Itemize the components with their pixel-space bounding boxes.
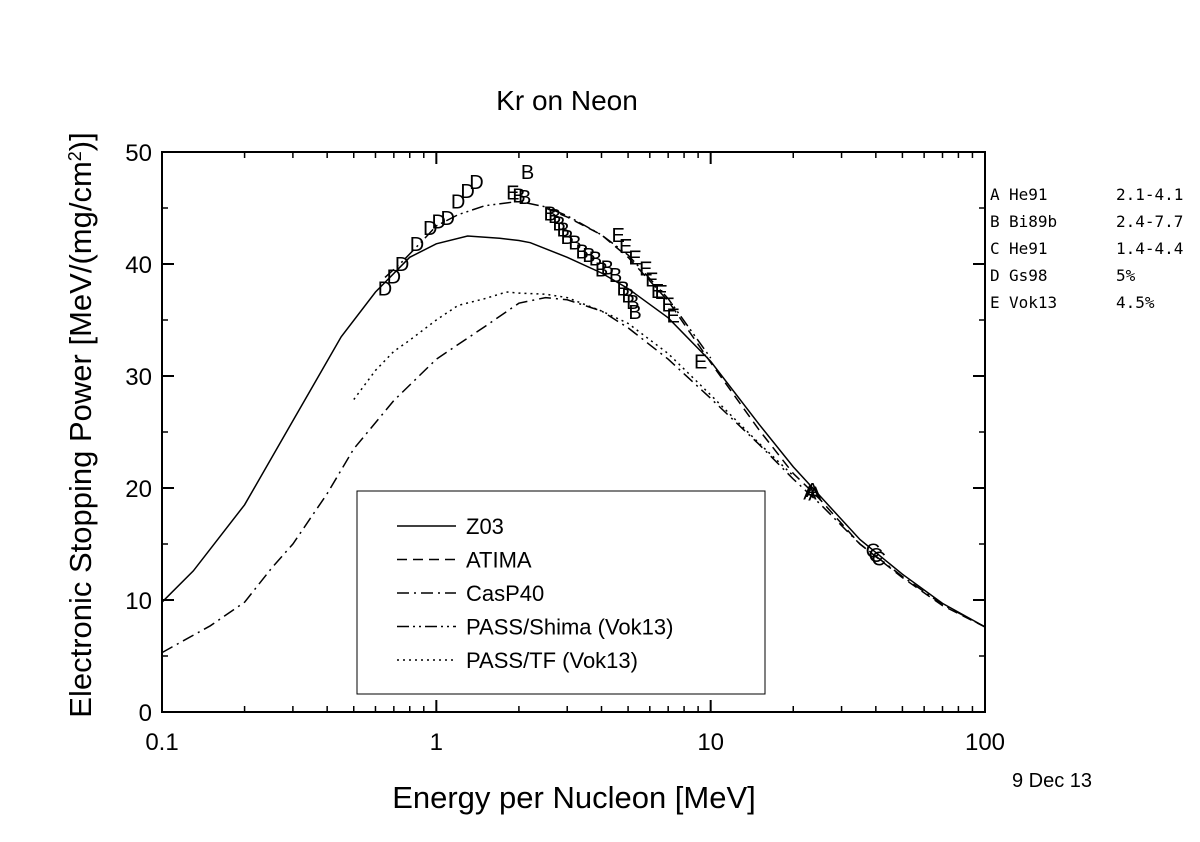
series-lines — [161, 200, 986, 654]
reference-entry-c: C He91 1.4-4.4 — [990, 239, 1183, 258]
legend: Z03 ATIMA CasP40 PASS/Shima (Vok13) PASS/TF … — [356, 490, 766, 695]
legend-label: ATIMA — [466, 548, 532, 573]
data-point-d: D — [423, 218, 437, 240]
data-point-b: B — [589, 248, 602, 270]
tick-labels: 0.1 1 10 100 0 10 20 30 40 50 — [125, 140, 1005, 756]
data-point-e: E — [611, 225, 624, 247]
data-point-e: E — [694, 351, 707, 373]
data-point-e: E — [506, 182, 519, 204]
data-point-b: B — [626, 292, 639, 314]
data-point-b: B — [544, 204, 557, 226]
reference-entry-a: A He91 2.1-4.1 — [990, 185, 1183, 204]
y-tick-label: 50 — [125, 140, 152, 167]
series-line-pass-shima-vok13 — [384, 200, 712, 359]
reference-entry-b: B Bi89b 2.4-7.7 — [990, 212, 1183, 231]
data-point-a: A — [803, 482, 817, 504]
series-line-pass-tf-vok13 — [353, 291, 794, 477]
legend-label: PASS/TF (Vok13) — [466, 648, 638, 673]
date-stamp: 9 Dec 13 — [1012, 770, 1093, 792]
data-point-c: C — [869, 545, 883, 567]
data-point-b: B — [601, 257, 614, 279]
y-tick-label: 30 — [125, 364, 152, 391]
data-point-b: B — [512, 186, 525, 208]
reference-entry-e: E Vok13 4.5% — [990, 293, 1155, 312]
data-point-b: B — [561, 227, 574, 249]
data-point-b: B — [552, 214, 565, 236]
data-point-c: C — [872, 549, 886, 571]
data-point-b: B — [518, 187, 531, 209]
data-point-e: E — [619, 236, 632, 258]
chart-title: Kr on Neon — [496, 85, 638, 116]
data-point-e: E — [639, 258, 652, 280]
data-point-b: B — [582, 245, 595, 267]
y-tick-label: 10 — [125, 588, 152, 615]
data-point-b: B — [617, 279, 630, 301]
y-tick-label: 40 — [125, 252, 152, 279]
x-tick-label: 10 — [697, 729, 724, 756]
y-tick-label: 0 — [139, 700, 152, 727]
data-point-b: B — [521, 162, 534, 184]
legend-label: PASS/Shima (Vok13) — [466, 615, 673, 640]
data-point-a: A — [808, 484, 822, 506]
data-point-d: D — [469, 172, 483, 194]
x-tick-label: 1 — [430, 729, 443, 756]
data-point-d: D — [395, 254, 409, 276]
data-point-d: D — [410, 234, 424, 256]
data-point-b: B — [595, 260, 608, 282]
data-point-e: E — [662, 294, 675, 316]
data-point-b: B — [575, 242, 588, 264]
data-point-b: B — [621, 285, 634, 307]
data-point-c: C — [866, 541, 880, 563]
data-point-b: B — [628, 302, 641, 324]
data-point-d: D — [387, 266, 401, 288]
data-point-e: E — [654, 282, 667, 304]
legend-label: CasP40 — [466, 581, 544, 606]
data-point-b: B — [568, 233, 581, 255]
data-point-e: E — [651, 281, 664, 303]
data-point-d: D — [378, 279, 392, 301]
data-point-e: E — [645, 270, 658, 292]
series-line-atima — [545, 207, 986, 628]
data-point-e: E — [666, 306, 679, 328]
data-point-d: D — [460, 181, 474, 203]
series-line-z03 — [161, 235, 986, 628]
data-point-e: E — [628, 247, 641, 269]
series-line-casp40 — [161, 296, 986, 654]
x-tick-label: 100 — [965, 729, 1005, 756]
data-point-a: A — [806, 480, 820, 502]
data-point-b: B — [609, 265, 622, 287]
axis-ticks — [161, 151, 986, 713]
reference-legend: A He91 2.1-4.1 B Bi89b 2.4-7.7 C He91 1.4-4.4 D Gs… — [990, 185, 1183, 312]
y-axis-label: Electronic Stopping Power [MeV/(mg/cm2)] — [63, 132, 98, 717]
x-axis-label: Energy per Nucleon [MeV] — [392, 780, 756, 815]
data-point-d: D — [451, 191, 465, 213]
legend-label: Z03 — [466, 514, 504, 539]
data-point-b: B — [557, 219, 570, 241]
data-point-d: D — [431, 211, 445, 233]
y-tick-label: 20 — [125, 476, 152, 503]
data-point-b: B — [548, 206, 561, 228]
reference-entry-d: D Gs98 5% — [990, 266, 1136, 285]
x-tick-label: 0.1 — [145, 729, 178, 756]
data-point-d: D — [440, 208, 454, 230]
